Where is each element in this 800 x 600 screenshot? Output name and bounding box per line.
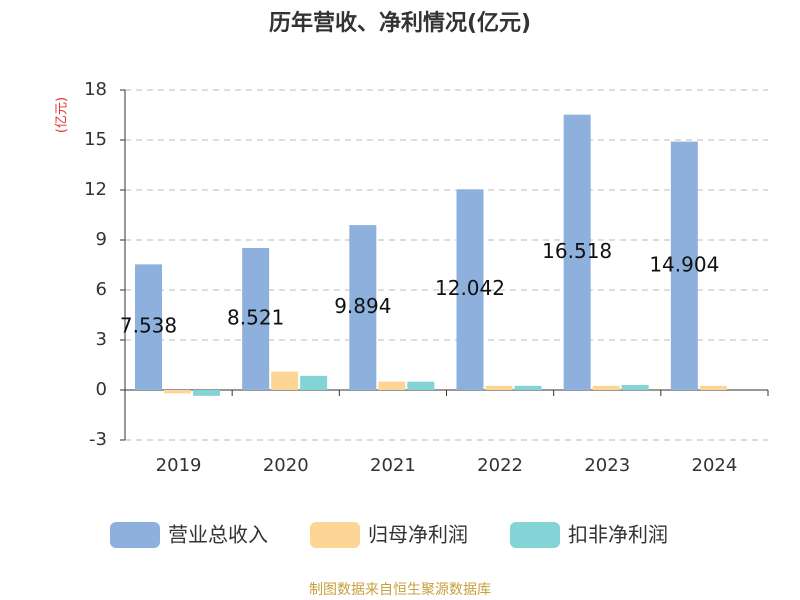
x-tick-label: 2021 bbox=[370, 455, 416, 476]
y-tick-label: 18 bbox=[84, 79, 107, 100]
bar bbox=[242, 247, 270, 390]
y-tick-label: 6 bbox=[96, 279, 107, 300]
bar bbox=[378, 381, 406, 390]
bar bbox=[514, 385, 542, 390]
y-axis-label: (亿元) bbox=[55, 97, 70, 133]
legend-swatch bbox=[310, 522, 360, 548]
value-label: 8.521 bbox=[227, 305, 284, 329]
x-tick-label: 2024 bbox=[692, 455, 738, 476]
y-tick-label: -3 bbox=[89, 429, 107, 450]
bar bbox=[563, 114, 591, 390]
value-label: 7.538 bbox=[120, 314, 177, 338]
value-label: 12.042 bbox=[435, 276, 505, 300]
legend-swatch bbox=[110, 522, 160, 548]
bar bbox=[193, 390, 220, 396]
y-tick-label: 3 bbox=[96, 329, 107, 350]
x-tick-label: 2022 bbox=[477, 455, 523, 476]
bar bbox=[300, 375, 328, 390]
bar bbox=[135, 264, 162, 390]
legend-label: 归母净利润 bbox=[368, 523, 468, 547]
bar bbox=[621, 385, 649, 390]
bar bbox=[485, 385, 513, 390]
y-tick-label: 0 bbox=[96, 379, 107, 400]
value-label: 9.894 bbox=[334, 294, 391, 318]
y-tick-label: 9 bbox=[96, 229, 107, 250]
x-tick-label: 2020 bbox=[263, 455, 309, 476]
legend-label: 营业总收入 bbox=[168, 523, 268, 547]
x-tick-label: 2023 bbox=[584, 455, 630, 476]
bar bbox=[164, 390, 191, 394]
value-label: 16.518 bbox=[542, 239, 612, 263]
bar bbox=[699, 385, 727, 390]
bar bbox=[592, 385, 620, 390]
bar bbox=[271, 371, 299, 390]
legend-swatch bbox=[510, 522, 560, 548]
bar bbox=[456, 189, 484, 390]
y-tick-label: 15 bbox=[84, 129, 107, 150]
legend-label: 扣非净利润 bbox=[568, 523, 668, 547]
bar bbox=[670, 141, 698, 390]
value-label: 14.904 bbox=[649, 252, 719, 276]
x-tick-label: 2019 bbox=[156, 455, 202, 476]
source: 制图数据来自恒生聚源数据库 bbox=[309, 582, 491, 598]
chart-title: 历年营收、净利情况(亿元) bbox=[269, 10, 531, 36]
y-tick-label: 12 bbox=[84, 179, 107, 200]
bar bbox=[349, 225, 377, 390]
bar bbox=[407, 381, 435, 390]
